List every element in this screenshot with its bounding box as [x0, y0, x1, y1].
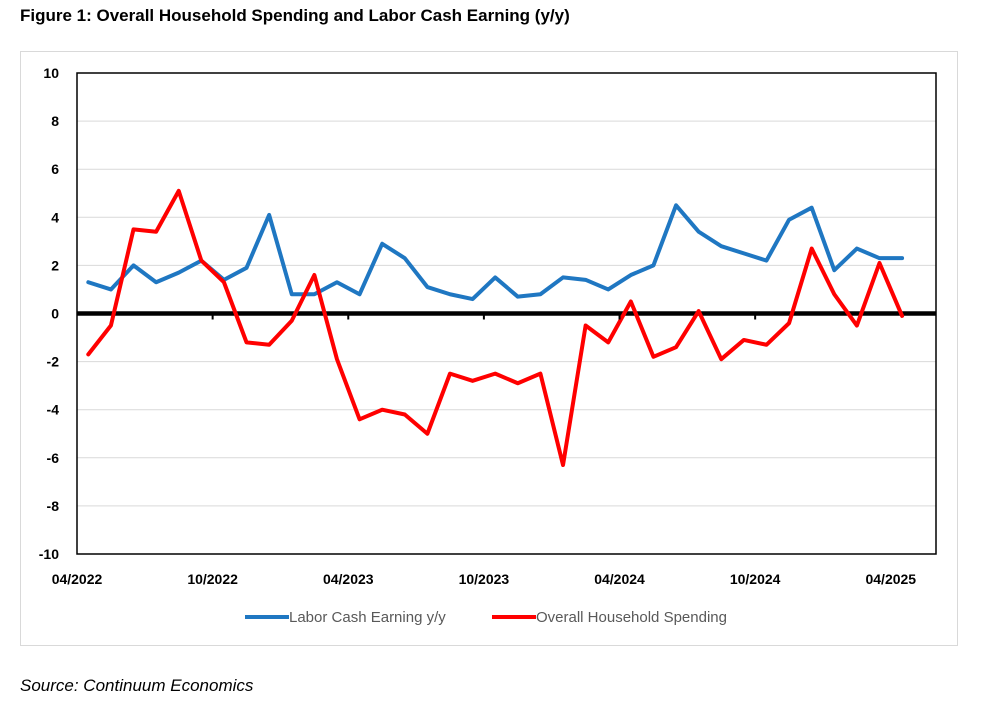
- y-tick-label: 8: [51, 113, 59, 129]
- y-tick-label: -6: [47, 450, 60, 466]
- x-tick-label: 04/2023: [323, 571, 374, 587]
- y-tick-label: 4: [51, 209, 59, 225]
- y-tick-label: 0: [51, 306, 59, 322]
- legend-label: Labor Cash Earning y/y: [289, 609, 446, 626]
- x-tick-label: 10/2023: [459, 571, 510, 587]
- y-tick-label: 2: [51, 257, 59, 273]
- y-tick-label: -4: [47, 402, 60, 418]
- legend: Labor Cash Earning y/y Overall Household …: [245, 609, 727, 626]
- legend-label: Overall Household Spending: [536, 609, 727, 626]
- source-note: Source: Continuum Economics: [20, 676, 254, 695]
- x-tick-label: 10/2024: [730, 571, 781, 587]
- series-lines: [86, 188, 905, 468]
- y-tick-label: -2: [47, 354, 60, 370]
- x-axis-ticks: 04/2022 10/2022 04/2023 10/2023 04/2024 10/20…: [52, 313, 916, 587]
- gridlines: [77, 120, 936, 507]
- x-tick-label: 04/2022: [52, 571, 103, 587]
- x-tick-label: 04/2025: [865, 571, 916, 587]
- x-tick-label: 10/2022: [187, 571, 238, 587]
- y-tick-label: 10: [43, 65, 59, 81]
- x-tick-label: 04/2024: [594, 571, 645, 587]
- plot-area-border: [76, 72, 937, 555]
- figure-title: Figure 1: Overall Household Spending and…: [20, 6, 570, 25]
- y-axis-ticks: 10 8 6 4 2 0 -2 -4 -6 -8 -10: [39, 65, 59, 562]
- series-line-labor-cash-earning: [86, 203, 905, 302]
- y-tick-label: -10: [39, 546, 59, 562]
- y-tick-label: 6: [51, 161, 59, 177]
- chart-frame: [20, 51, 958, 646]
- y-tick-label: -8: [47, 498, 60, 514]
